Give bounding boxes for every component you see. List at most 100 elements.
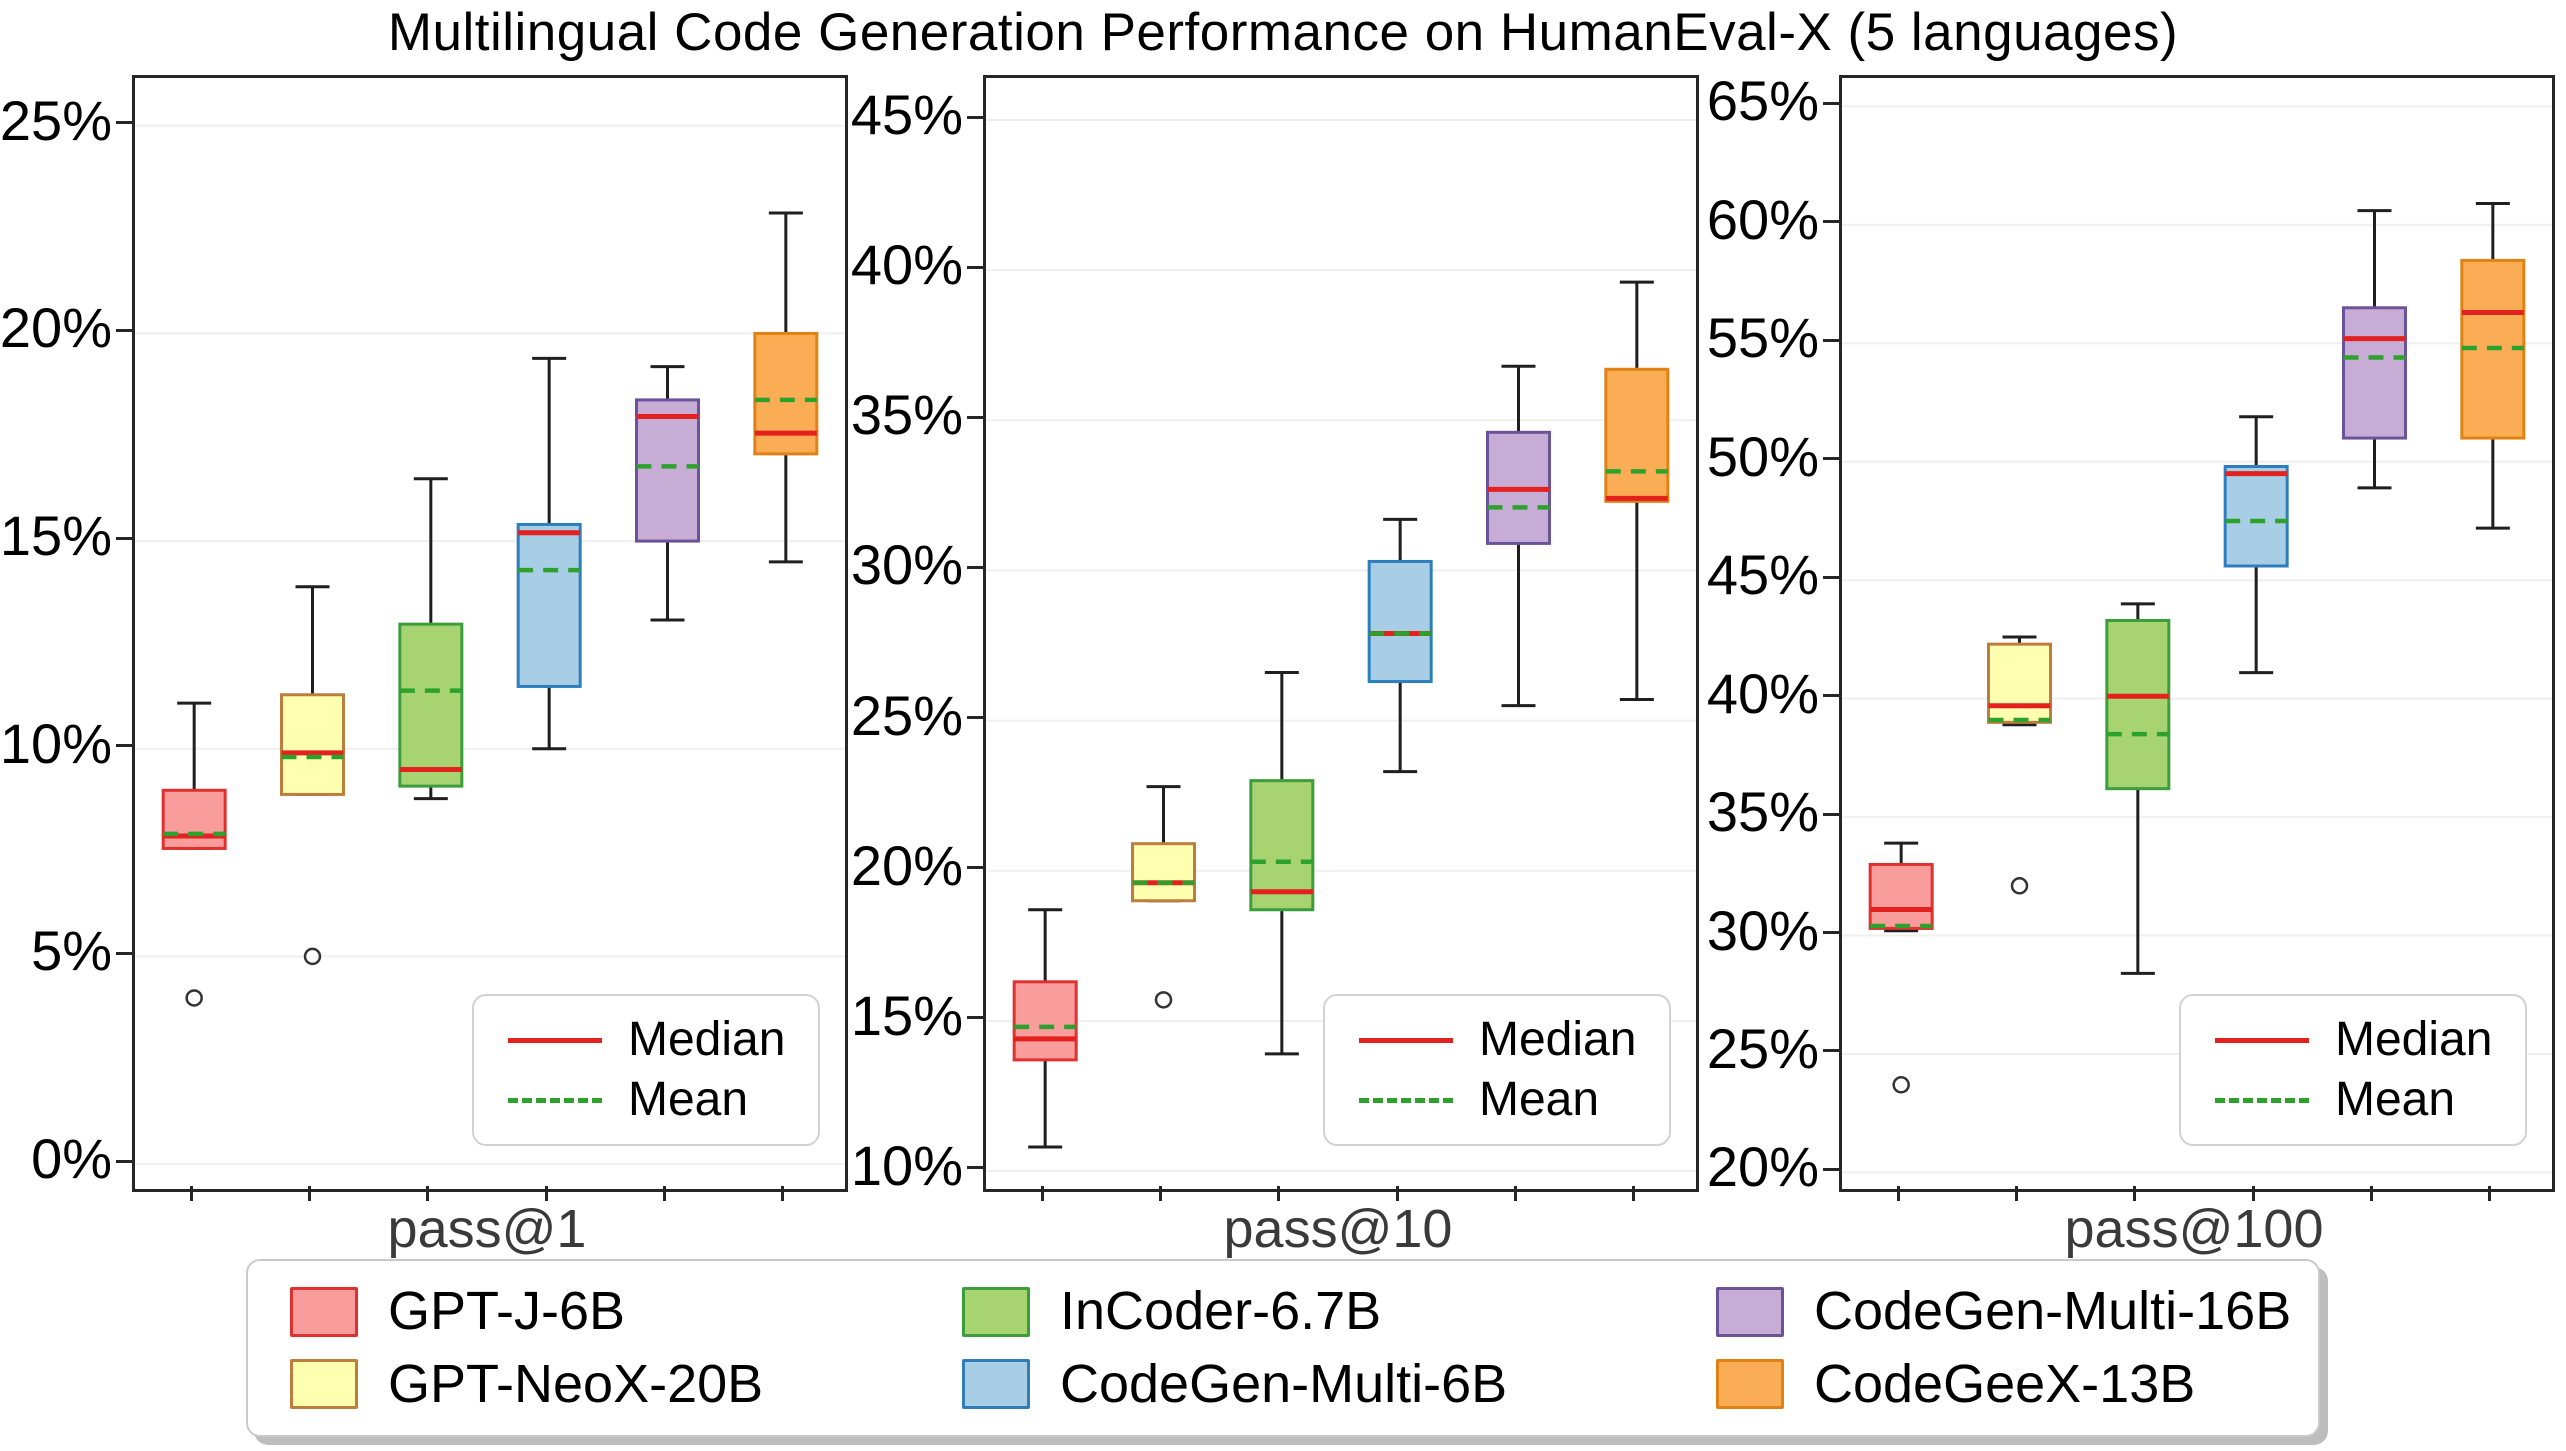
ytick-label: 55% xyxy=(1706,306,1819,370)
median-mean-legend-2: Median Mean xyxy=(1323,994,1671,1146)
boxplot-InCoder-6.7B xyxy=(2105,602,2171,975)
legend-item-InCoder-6.7B: InCoder-6.7B xyxy=(962,1283,1716,1340)
ytick-label: 15% xyxy=(850,983,963,1047)
legend-label: GPT-NeoX-20B xyxy=(388,1354,764,1414)
ytick-mark xyxy=(116,951,132,955)
legend-item-CodeGen-Multi-6B: CodeGen-Multi-6B xyxy=(962,1356,1716,1413)
iqr-box xyxy=(753,331,819,456)
legend-label: CodeGen-Multi-16B xyxy=(1814,1281,2292,1342)
ytick-label: 40% xyxy=(850,233,963,297)
legend-item-GPT-NeoX-20B: GPT-NeoX-20B xyxy=(290,1356,962,1413)
ytick-label: 25% xyxy=(0,88,112,152)
xtick-mark xyxy=(1632,1186,1636,1201)
iqr-box xyxy=(2342,306,2407,440)
mean-label: Mean xyxy=(628,1073,749,1126)
iqr-box xyxy=(1868,862,1934,930)
xtick-mark xyxy=(1277,1186,1281,1201)
ytick-mark xyxy=(1823,1049,1839,1053)
ytick-mark xyxy=(1823,575,1839,579)
legend-item-CodeGeeX-13B: CodeGeeX-13B xyxy=(1716,1356,2318,1413)
xtick-mark xyxy=(308,1186,311,1201)
legend-row-mean: Mean xyxy=(2181,1076,2525,1124)
legend-label: InCoder-6.7B xyxy=(1060,1281,1382,1342)
ytick-label: 20% xyxy=(0,296,112,360)
legend-label: GPT-J-6B xyxy=(388,1281,626,1342)
legend-row-mean: Mean xyxy=(1325,1076,1669,1124)
ytick-label: 30% xyxy=(1706,898,1819,962)
mean-label: Mean xyxy=(1479,1073,1600,1126)
legend-swatch-icon xyxy=(962,1359,1030,1410)
xtick-mark xyxy=(544,1186,548,1201)
legend-label: CodeGen-Multi-6B xyxy=(1060,1354,1508,1414)
ytick-label: 65% xyxy=(1706,69,1819,133)
ytick-label: 20% xyxy=(1706,1135,1819,1199)
boxplot-GPT-J-6B xyxy=(161,701,227,1007)
ytick-label: 15% xyxy=(0,504,112,568)
mean-line-sample xyxy=(1359,1097,1453,1103)
iqr-box xyxy=(1987,642,2052,724)
boxplot-CodeGeeX-13B xyxy=(753,211,819,564)
iqr-box xyxy=(1012,980,1078,1062)
median-label: Median xyxy=(628,1013,786,1066)
boxplot-svg-pass-at-10 xyxy=(986,119,1696,1172)
boxplot-GPT-NeoX-20B xyxy=(280,585,345,966)
iqr-box xyxy=(635,398,700,543)
ytick-label: 45% xyxy=(850,83,963,147)
xtick-mark xyxy=(2251,1186,2255,1201)
xtick-mark xyxy=(781,1186,785,1201)
legend-row-median: Median xyxy=(1325,1016,1669,1064)
boxplot-CodeGen-Multi-16B xyxy=(2342,209,2407,490)
boxplot-InCoder-6.7B xyxy=(1249,671,1315,1056)
boxplot-CodeGeeX-13B xyxy=(2460,202,2526,530)
ytick-label: 50% xyxy=(1706,424,1819,488)
legend-swatch-icon xyxy=(962,1286,1030,1337)
boxplot-CodeGen-Multi-6B xyxy=(2223,415,2289,675)
outlier-point xyxy=(185,989,203,1007)
ytick-label: 60% xyxy=(1706,187,1819,251)
xtick-mark xyxy=(426,1186,430,1201)
ytick-mark xyxy=(116,121,132,125)
ytick-mark xyxy=(1823,812,1839,816)
mean-line-sample xyxy=(2215,1097,2309,1103)
xtick-mark xyxy=(2370,1186,2373,1201)
xtick-mark xyxy=(2488,1186,2492,1201)
ytick-label: 20% xyxy=(850,833,963,897)
median-label: Median xyxy=(1479,1013,1637,1066)
xaxis-label-pass-at-1: pass@1 xyxy=(387,1199,587,1259)
chart-title: Multilingual Code Generation Performance… xyxy=(387,3,2179,62)
ytick-mark xyxy=(967,716,983,720)
ytick-label: 45% xyxy=(1706,543,1819,607)
xtick-mark xyxy=(2015,1186,2018,1201)
median-line-sample xyxy=(1359,1037,1453,1043)
outlier-point xyxy=(303,947,322,966)
ytick-label: 35% xyxy=(1706,780,1819,844)
ytick-mark xyxy=(1823,1167,1839,1171)
ytick-mark xyxy=(1823,694,1839,698)
boxplot-CodeGen-Multi-6B xyxy=(516,356,582,751)
legend-row-mean: Mean xyxy=(474,1076,818,1124)
xtick-mark xyxy=(1514,1186,1517,1201)
iqr-box xyxy=(1604,367,1670,503)
iqr-box xyxy=(516,522,582,688)
ytick-label: 30% xyxy=(850,533,963,597)
outlier-point xyxy=(2010,877,2029,895)
legend-column: GPT-J-6B GPT-NeoX-20B xyxy=(290,1283,962,1412)
ytick-label: 25% xyxy=(850,683,963,747)
legend-column: CodeGen-Multi-16B CodeGeeX-13B xyxy=(1716,1283,2318,1412)
xaxis-label-pass-at-10: pass@10 xyxy=(1223,1199,1453,1259)
legend-label: CodeGeeX-13B xyxy=(1814,1354,2196,1414)
mean-label: Mean xyxy=(2335,1073,2456,1126)
xtick-mark xyxy=(1159,1186,1162,1201)
legend-item-GPT-J-6B: GPT-J-6B xyxy=(290,1283,962,1340)
xtick-mark xyxy=(1896,1186,1900,1201)
ytick-mark xyxy=(116,328,132,332)
boxplot-CodeGeeX-13B xyxy=(1604,280,1670,702)
boxplot-GPT-J-6B xyxy=(1012,908,1078,1149)
legend-column: InCoder-6.7B CodeGen-Multi-6B xyxy=(962,1283,1716,1412)
ytick-mark xyxy=(116,536,132,540)
model-legend: GPT-J-6B GPT-NeoX-20B InCoder-6.7B CodeGen-… xyxy=(246,1259,2320,1437)
ytick-mark xyxy=(967,265,983,269)
boxplot-CodeGen-Multi-16B xyxy=(1486,364,1551,708)
ytick-label: 25% xyxy=(1706,1016,1819,1080)
